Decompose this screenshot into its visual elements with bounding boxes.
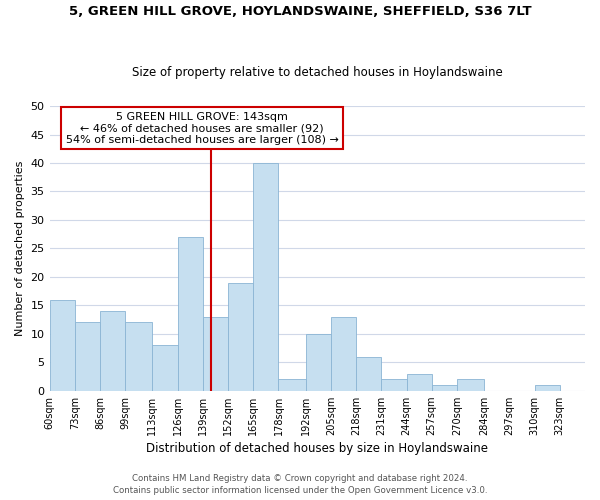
- Bar: [407, 374, 432, 390]
- Y-axis label: Number of detached properties: Number of detached properties: [15, 160, 25, 336]
- Bar: [331, 316, 356, 390]
- Bar: [178, 237, 203, 390]
- Bar: [152, 345, 178, 391]
- Text: Contains HM Land Registry data © Crown copyright and database right 2024.
Contai: Contains HM Land Registry data © Crown c…: [113, 474, 487, 495]
- Title: Size of property relative to detached houses in Hoylandswaine: Size of property relative to detached ho…: [132, 66, 503, 78]
- Bar: [228, 282, 253, 391]
- Bar: [203, 316, 228, 390]
- Bar: [535, 385, 560, 390]
- Bar: [356, 356, 381, 390]
- Text: 5, GREEN HILL GROVE, HOYLANDSWAINE, SHEFFIELD, S36 7LT: 5, GREEN HILL GROVE, HOYLANDSWAINE, SHEF…: [68, 5, 532, 18]
- X-axis label: Distribution of detached houses by size in Hoylandswaine: Distribution of detached houses by size …: [146, 442, 488, 455]
- Bar: [305, 334, 331, 390]
- Bar: [278, 380, 305, 390]
- Text: 5 GREEN HILL GROVE: 143sqm
← 46% of detached houses are smaller (92)
54% of semi: 5 GREEN HILL GROVE: 143sqm ← 46% of deta…: [66, 112, 338, 145]
- Bar: [100, 311, 125, 390]
- Bar: [457, 380, 484, 390]
- Bar: [50, 300, 75, 390]
- Bar: [432, 385, 457, 390]
- Bar: [253, 163, 278, 390]
- Bar: [381, 380, 407, 390]
- Bar: [75, 322, 100, 390]
- Bar: [125, 322, 152, 390]
